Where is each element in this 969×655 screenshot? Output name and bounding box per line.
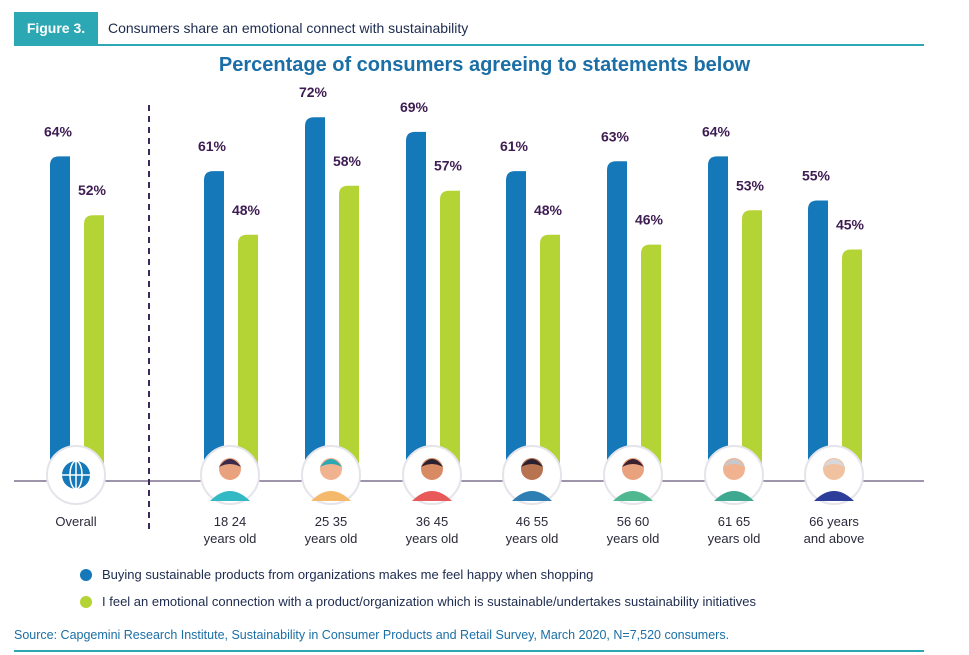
category-label-line1-3: 25 35 bbox=[315, 514, 348, 529]
avatar-shirt bbox=[613, 491, 653, 501]
header-divider bbox=[14, 44, 924, 46]
data-label-series1-cat2: 61% bbox=[198, 138, 227, 154]
avatar-hair bbox=[521, 459, 543, 467]
legend-swatch-series-2 bbox=[80, 596, 92, 608]
avatar-hair bbox=[622, 459, 644, 467]
avatar-shirt bbox=[512, 491, 552, 501]
bar-series1-cat7 bbox=[708, 156, 728, 470]
figure-header: Figure 3. Consumers share an emotional c… bbox=[14, 12, 924, 46]
bar-series2-cat3 bbox=[339, 185, 359, 471]
category-label-line1-8: 66 years bbox=[809, 514, 859, 529]
category-label-line1-5: 46 55 bbox=[516, 514, 549, 529]
avatar-hair bbox=[723, 459, 745, 467]
category-label-line1-6: 56 60 bbox=[617, 514, 650, 529]
figure-caption: Consumers share an emotional connect wit… bbox=[108, 20, 469, 36]
bar-series2-cat8 bbox=[842, 249, 862, 470]
category-label-line1-1: Overall bbox=[55, 514, 96, 529]
avatar-shirt bbox=[210, 491, 250, 501]
bar-series2-cat4 bbox=[440, 190, 460, 470]
category-label-line2-7: years old bbox=[708, 531, 761, 546]
category-label-line1-4: 36 45 bbox=[416, 514, 449, 529]
data-label-series2-cat3: 58% bbox=[333, 153, 362, 169]
data-label-series1-cat5: 61% bbox=[500, 138, 529, 154]
bar-chart: 64% 52% Overall 61% 48% 18 24 years old 72% 58% 2… bbox=[14, 84, 924, 546]
data-label-series1-cat4: 69% bbox=[400, 99, 429, 115]
category-label-line2-6: years old bbox=[607, 531, 660, 546]
bar-series2-cat1 bbox=[84, 215, 104, 470]
man-mustache-avatar-icon bbox=[402, 445, 462, 505]
bearded-man-avatar-icon bbox=[502, 445, 562, 505]
legend-swatch-series-1 bbox=[80, 569, 92, 581]
data-label-series1-cat3: 72% bbox=[299, 84, 328, 100]
avatar-shirt bbox=[814, 491, 854, 501]
avatar-shirt bbox=[412, 491, 452, 501]
bar-series2-cat7 bbox=[742, 210, 762, 471]
bar-series1-cat4 bbox=[406, 131, 426, 470]
category-label-line1-2: 18 24 bbox=[214, 514, 247, 529]
data-label-series1-cat8: 55% bbox=[802, 168, 831, 184]
category-label-line2-3: years old bbox=[305, 531, 358, 546]
avatar-shirt bbox=[311, 491, 351, 501]
bar-series1-cat8 bbox=[808, 200, 828, 470]
bar-series1-cat1 bbox=[50, 156, 70, 470]
bar-series2-cat6 bbox=[641, 244, 661, 470]
footer-divider bbox=[14, 650, 924, 652]
figure-label: Figure 3. bbox=[14, 12, 98, 44]
data-label-series1-cat6: 63% bbox=[601, 128, 630, 144]
category-label-line2-4: years old bbox=[406, 531, 459, 546]
woman-glasses-avatar-icon bbox=[603, 445, 663, 505]
data-label-series2-cat6: 46% bbox=[635, 212, 664, 228]
data-label-series2-cat2: 48% bbox=[232, 202, 261, 218]
avatar-shirt bbox=[714, 491, 754, 501]
data-label-series2-cat5: 48% bbox=[534, 202, 563, 218]
bar-series2-cat5 bbox=[540, 234, 560, 470]
bar-series2-cat2 bbox=[238, 234, 258, 470]
young-man-avatar-icon bbox=[200, 445, 260, 505]
bar-series1-cat5 bbox=[506, 171, 526, 470]
legend-label-series-1: Buying sustainable products from organiz… bbox=[102, 567, 594, 582]
woman-teal-hair-avatar-icon bbox=[301, 445, 361, 505]
chart-title: Percentage of consumers agreeing to stat… bbox=[218, 54, 751, 76]
bar-series1-cat2 bbox=[204, 171, 224, 470]
category-label-line2-5: years old bbox=[506, 531, 559, 546]
legend-label-series-2: I feel an emotional connection with a pr… bbox=[102, 594, 756, 609]
elderly-man-avatar-icon bbox=[804, 445, 864, 505]
data-label-series1-cat7: 64% bbox=[702, 123, 731, 139]
data-label-series2-cat4: 57% bbox=[434, 158, 463, 174]
globe-icon bbox=[46, 445, 106, 505]
bar-series1-cat3 bbox=[305, 117, 325, 470]
avatar-hair bbox=[421, 459, 443, 467]
source-note: Source: Capgemini Research Institute, Su… bbox=[14, 628, 730, 642]
category-label-line2-2: years old bbox=[204, 531, 257, 546]
data-label-series2-cat8: 45% bbox=[836, 217, 865, 233]
avatar-hair bbox=[219, 459, 241, 467]
data-label-series2-cat7: 53% bbox=[736, 177, 765, 193]
data-label-series2-cat1: 52% bbox=[78, 182, 107, 198]
category-label-line2-8: and above bbox=[804, 531, 865, 546]
bar-series1-cat6 bbox=[607, 161, 627, 471]
avatar-hair bbox=[823, 459, 845, 467]
gray-haired-man-avatar-icon bbox=[704, 445, 764, 505]
data-label-series1-cat1: 64% bbox=[44, 123, 73, 139]
avatar-hair bbox=[320, 459, 342, 467]
category-label-line1-7: 61 65 bbox=[718, 514, 751, 529]
